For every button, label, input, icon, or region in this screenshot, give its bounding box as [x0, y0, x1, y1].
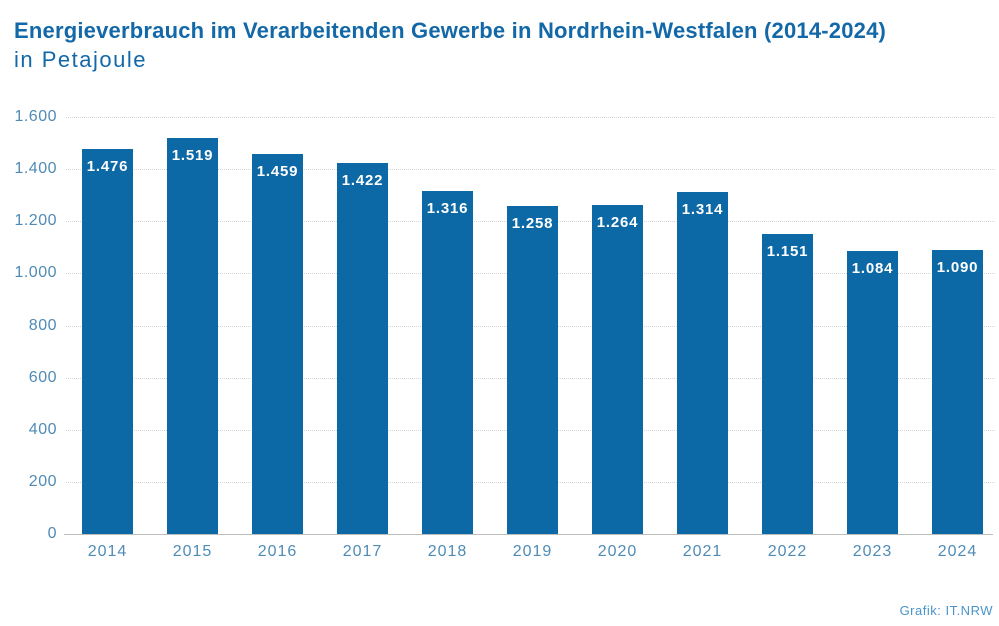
bar-2015: 1.519 — [167, 138, 218, 534]
bar-value-label-2015: 1.519 — [171, 147, 214, 164]
bar-2020: 1.264 — [592, 205, 643, 534]
x-axis-label-2015: 2015 — [172, 543, 213, 560]
bar-2021: 1.314 — [677, 192, 728, 534]
y-axis-label-1.200: 1.200 — [14, 212, 57, 230]
y-axis-label-1.000: 1.000 — [14, 264, 57, 282]
x-axis-label-2014: 2014 — [87, 543, 128, 560]
chart-title: Energieverbrauch im Verarbeitenden Gewer… — [14, 18, 887, 43]
bar-value-label-2023: 1.084 — [851, 260, 894, 277]
bar-value-label-2017: 1.422 — [341, 172, 384, 189]
bar-2022: 1.151 — [762, 234, 813, 534]
y-axis-label-1.600: 1.600 — [14, 108, 57, 125]
x-axis-label-2020: 2020 — [597, 543, 638, 560]
chart-subtitle: in Petajoule — [14, 47, 147, 72]
chart-header: Energieverbrauch im Verarbeitenden Gewer… — [14, 16, 989, 74]
bar-value-label-2019: 1.258 — [511, 215, 554, 232]
bar-2014: 1.476 — [82, 149, 133, 534]
bar-value-label-2021: 1.314 — [681, 201, 724, 218]
bar-2017: 1.422 — [337, 163, 388, 534]
bar-2024: 1.090 — [932, 250, 983, 534]
bar-value-label-2014: 1.476 — [86, 158, 129, 175]
bar-2018: 1.316 — [422, 191, 473, 534]
bar-value-label-2016: 1.459 — [256, 163, 299, 180]
y-axis-label-400: 400 — [28, 420, 57, 438]
y-axis-label-0: 0 — [47, 525, 57, 542]
bar-2019: 1.258 — [507, 206, 558, 534]
y-axis-label-800: 800 — [28, 316, 57, 334]
bar-value-label-2018: 1.316 — [426, 200, 469, 217]
bar-value-label-2024: 1.090 — [936, 259, 979, 276]
x-axis-label-2023: 2023 — [852, 543, 893, 560]
x-axis-label-2016: 2016 — [257, 543, 298, 560]
bar-2016: 1.459 — [252, 154, 303, 534]
x-axis-label-2022: 2022 — [767, 543, 808, 560]
bar-2023: 1.084 — [847, 251, 898, 534]
y-axis-label-1.400: 1.400 — [14, 160, 57, 178]
x-axis-label-2018: 2018 — [427, 543, 468, 560]
credit-text: Grafik: IT.NRW — [899, 603, 993, 618]
bar-value-label-2020: 1.264 — [596, 214, 639, 231]
x-axis-label-2017: 2017 — [342, 543, 383, 560]
x-axis-label-2024: 2024 — [937, 543, 978, 560]
bar-value-label-2022: 1.151 — [766, 243, 809, 260]
x-axis-label-2021: 2021 — [682, 543, 723, 560]
gridline-1.600 — [66, 117, 995, 118]
y-axis-label-200: 200 — [28, 472, 57, 490]
gridline-1.400 — [66, 169, 995, 171]
x-axis-baseline — [64, 534, 993, 535]
x-axis-label-2019: 2019 — [512, 543, 553, 560]
y-axis-label-600: 600 — [28, 368, 57, 386]
